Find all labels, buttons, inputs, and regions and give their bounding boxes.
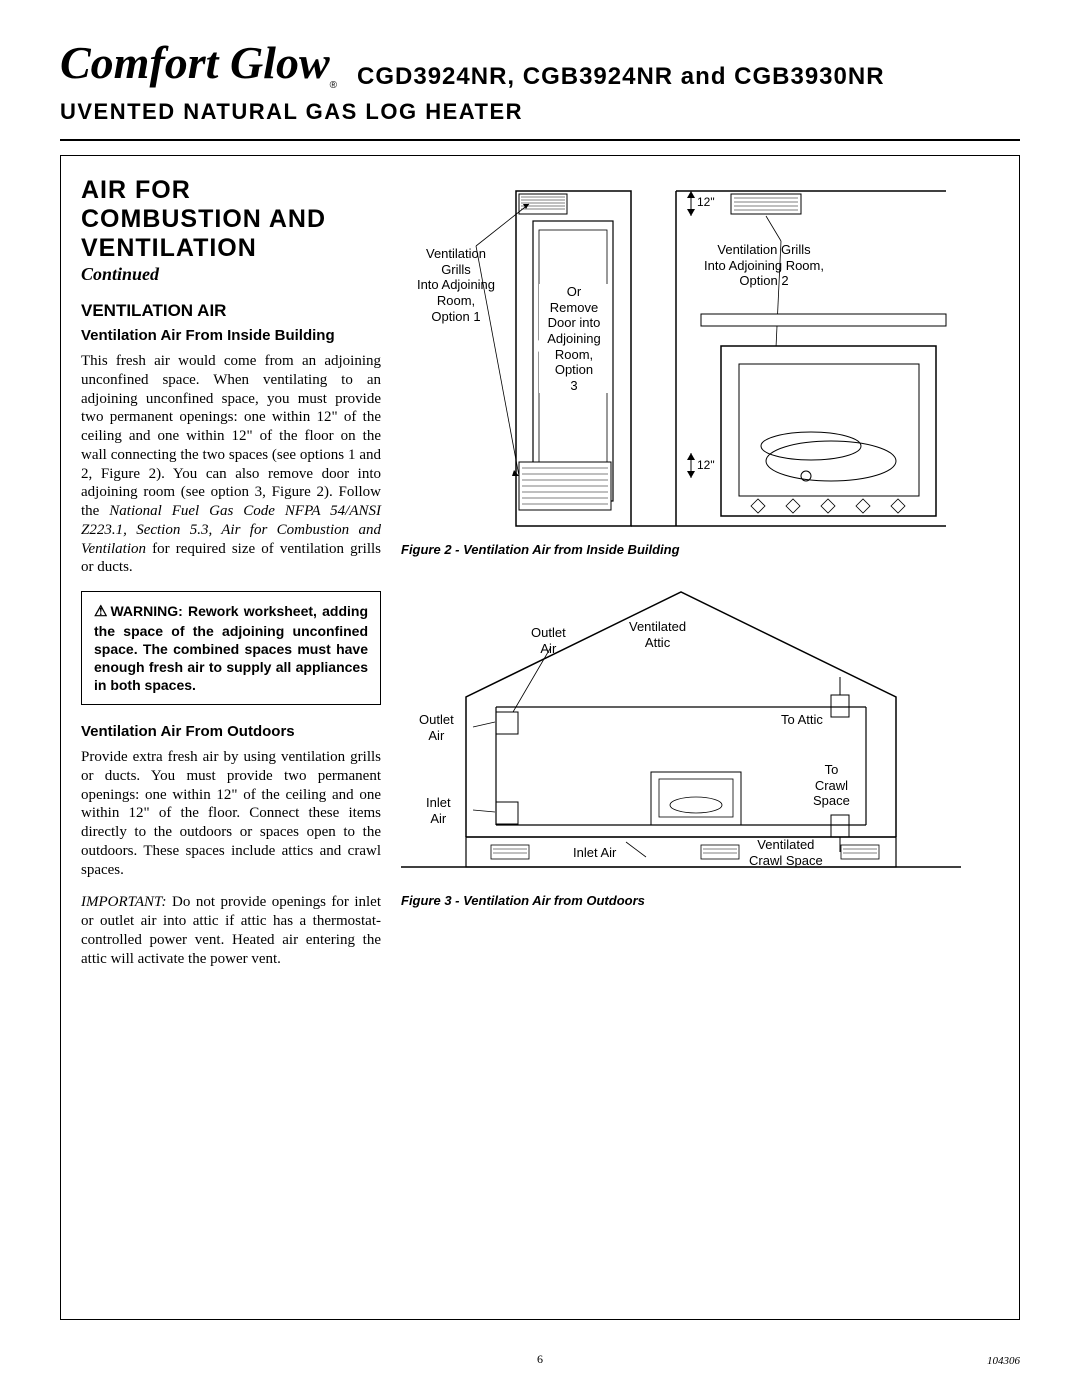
fig2-label-option1: VentilationGrillsInto AdjoiningRoom,Opti…	[401, 246, 511, 324]
fig2-label-option3: OrRemoveDoor intoAdjoiningRoom,Option3	[539, 284, 609, 393]
right-column: 12" 12"	[401, 176, 999, 982]
registered-mark: ®	[330, 80, 337, 91]
product-subtitle: UVENTED NATURAL GAS LOG HEATER	[60, 99, 1020, 141]
continued-label: Continued	[81, 264, 381, 285]
paragraph-outdoors: Provide extra fresh air by using ventila…	[81, 748, 381, 879]
figure-3-caption: Figure 3 - Ventilation Air from Outdoors	[401, 893, 999, 908]
header: Comfort Glow® CGD3924NR, CGB3924NR and C…	[60, 40, 1020, 91]
paragraph-inside: This fresh air would come from an adjoin…	[81, 352, 381, 577]
left-column: AIR FOR COMBUSTION AND VENTILATION Conti…	[81, 176, 381, 982]
fig3-outlet-air-left: OutletAir	[419, 712, 454, 743]
heading-outdoors: Ventilation Air From Outdoors	[81, 723, 381, 742]
fig3-to-attic: To Attic	[781, 712, 823, 728]
section-title: AIR FOR COMBUSTION AND VENTILATION	[81, 176, 381, 262]
fig3-inlet-air-bottom: Inlet Air	[573, 845, 616, 861]
svg-text:12": 12"	[697, 458, 715, 472]
fig3-ventilated-attic: VentilatedAttic	[629, 619, 686, 650]
figure-3: OutletAir VentilatedAttic OutletAir To A…	[401, 577, 961, 887]
fig3-ventilated-crawl: VentilatedCrawl Space	[749, 837, 823, 868]
warning-text: WARNING: Rework worksheet, adding the sp…	[94, 603, 368, 693]
heading-ventilation-air: VENTILATION AIR	[81, 301, 381, 321]
figure-2: 12" 12"	[401, 176, 961, 536]
page-number: 6	[537, 1352, 543, 1367]
paragraph-important: IMPORTANT: Do not provide openings for i…	[81, 893, 381, 968]
model-numbers: CGD3924NR, CGB3924NR and CGB3930NR	[357, 63, 885, 91]
document-id: 104306	[987, 1355, 1020, 1367]
fig3-outlet-air-top: OutletAir	[531, 625, 566, 656]
fig3-to-crawl: ToCrawlSpace	[813, 762, 850, 809]
figure-2-caption: Figure 2 - Ventilation Air from Inside B…	[401, 542, 999, 557]
logo-text: Comfort Glow	[60, 37, 330, 88]
fig2-label-option2: Ventilation GrillsInto Adjoining Room,Op…	[679, 242, 849, 289]
brand-logo: Comfort Glow®	[60, 40, 337, 91]
heading-inside-building: Ventilation Air From Inside Building	[81, 327, 381, 346]
content-frame: AIR FOR COMBUSTION AND VENTILATION Conti…	[60, 155, 1020, 1320]
warning-icon: ⚠	[94, 602, 107, 622]
warning-box: ⚠WARNING: Rework worksheet, adding the s…	[81, 591, 381, 705]
fig3-inlet-air-left: InletAir	[426, 795, 451, 826]
svg-text:12": 12"	[697, 195, 715, 209]
